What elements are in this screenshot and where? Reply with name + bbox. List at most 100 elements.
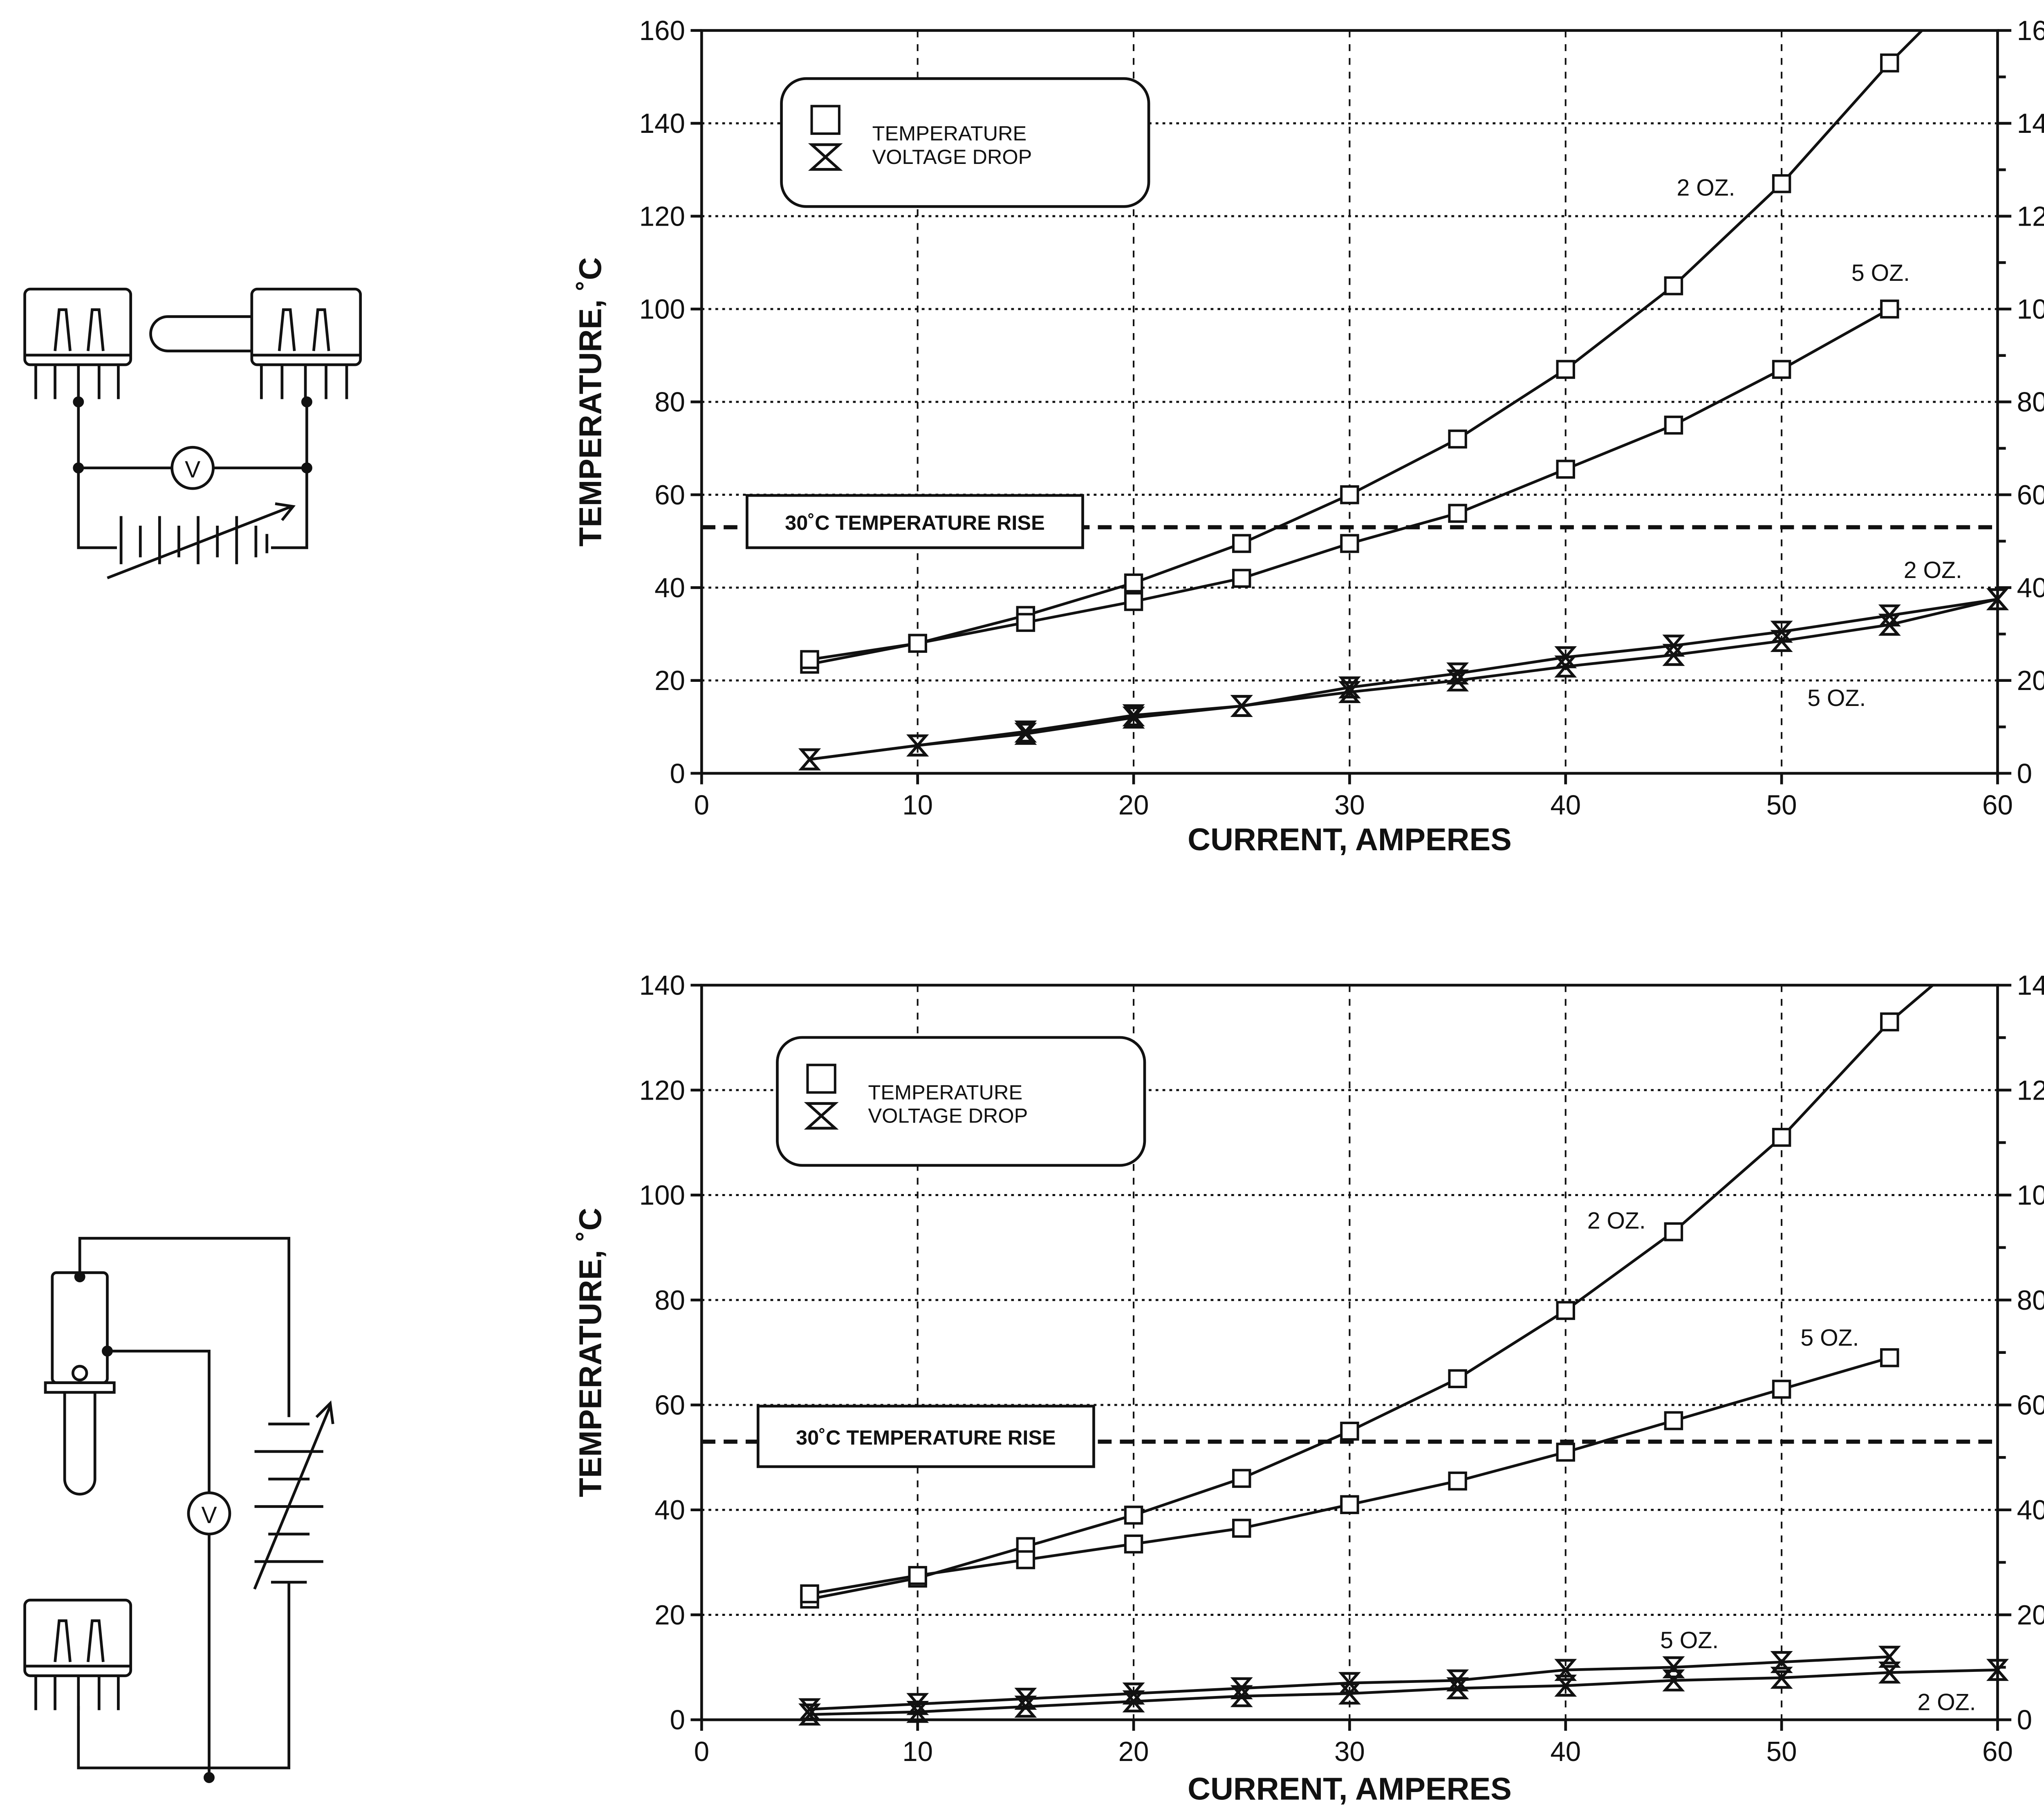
voltage-drop-point: [1986, 588, 2009, 610]
connector-right: [250, 287, 362, 366]
connector-left: [23, 287, 132, 366]
circuit-diagram-top: [23, 287, 362, 580]
x-tick-label: 60: [1982, 790, 2013, 821]
temperature-point: [1340, 1495, 1359, 1515]
x-tick-label: 30: [1334, 790, 1365, 821]
variable-arrow-icon: [253, 1400, 334, 1590]
voltage-drop-point: [798, 748, 821, 771]
temperature-point: [1772, 1128, 1791, 1147]
legend-label: TEMPERATURE: [872, 122, 1027, 145]
legend-label: VOLTAGE DROP: [872, 145, 1032, 168]
y-tick-label: 0: [670, 1705, 685, 1736]
y-tick-label: 140: [639, 108, 685, 139]
y2-tick-label: 0: [2017, 758, 2032, 789]
voltage-drop-point: [1662, 644, 1685, 666]
voltage-drop-point: [1446, 1677, 1469, 1700]
y-tick-label: 40: [654, 1495, 685, 1526]
y2-tick-label: 100: [2017, 1180, 2044, 1211]
voltage-drop-point: [1878, 614, 1901, 636]
y-tick-label: 20: [654, 665, 685, 696]
series-label: 2 OZ.: [1904, 557, 1962, 583]
y-tick-label: 120: [639, 201, 685, 232]
voltmeter-icon: [187, 1491, 231, 1536]
temperature-point: [1880, 1348, 1899, 1367]
y-tick-label: 60: [654, 1390, 685, 1421]
temperature-point: [1664, 415, 1683, 435]
x-tick-label: 30: [1334, 1736, 1365, 1767]
y2-tick-label: 60: [2017, 1390, 2044, 1421]
legend-square-marker: [806, 1064, 836, 1094]
connector-tube: [63, 1392, 96, 1496]
legend-hourglass-marker: [808, 143, 843, 171]
temperature-point: [1232, 1519, 1251, 1538]
voltmeter-icon: [170, 446, 215, 490]
y2-tick-label: 100: [2017, 294, 2044, 325]
y-tick-label: 120: [639, 1075, 685, 1106]
temperature-point: [1232, 534, 1251, 553]
voltage-drop-point: [1770, 630, 1793, 652]
series-label: 5 OZ.: [1660, 1627, 1719, 1653]
y2-tick-label: 20: [2017, 665, 2044, 696]
y-tick-label: 20: [654, 1600, 685, 1631]
y2-tick-label: 80: [2017, 387, 2044, 418]
connector-tube: [149, 315, 252, 353]
series-line-temperature: [809, 984, 1934, 1601]
legend-label: TEMPERATURE: [868, 1080, 1023, 1104]
voltmeter-label: V: [185, 457, 200, 483]
x-tick-label: 40: [1550, 790, 1581, 821]
series-line-temperature: [809, 1356, 1890, 1595]
y2-tick-label: 140: [2017, 108, 2044, 139]
threshold-label: 30˚C TEMPERATURE RISE: [785, 511, 1045, 534]
voltage-drop-point: [1986, 1659, 2009, 1681]
temperature-point: [908, 1566, 927, 1585]
x-axis-title: CURRENT, AMPERES: [1188, 1771, 1512, 1806]
y2-tick-label: 120: [2017, 201, 2044, 232]
y-tick-label: 0: [670, 758, 685, 789]
legend-box: [780, 77, 1150, 208]
x-tick-label: 10: [902, 1736, 933, 1767]
voltage-drop-point: [798, 1703, 821, 1726]
temperature-point: [1124, 573, 1143, 593]
y-axis-title: TEMPERATURE, ˚C: [573, 257, 608, 547]
temperature-point: [1448, 429, 1467, 449]
temperature-point: [1124, 1506, 1143, 1525]
temperature-point: [1124, 1534, 1143, 1554]
voltage-drop-point: [1554, 1659, 1577, 1681]
y-tick-label: 100: [639, 294, 685, 325]
y2-tick-label: 0: [2017, 1705, 2032, 1736]
temperature-point: [1340, 1421, 1359, 1441]
series-line-voltage: [809, 598, 1998, 761]
series-label: 5 OZ.: [1851, 260, 1910, 286]
temperature-point: [1556, 1443, 1575, 1462]
y-tick-label: 160: [639, 16, 685, 46]
temperature-point: [1232, 569, 1251, 588]
voltage-drop-point: [1014, 723, 1037, 745]
series-label: 2 OZ.: [1587, 1208, 1646, 1234]
legend-box: [776, 1036, 1146, 1167]
temperature-point: [1556, 1301, 1575, 1320]
y-tick-label: 60: [654, 480, 685, 511]
x-tick-label: 50: [1766, 790, 1797, 821]
voltage-drop-point: [1554, 655, 1577, 678]
y2-tick-label: 40: [2017, 573, 2044, 603]
y-tick-label: 140: [639, 970, 685, 1001]
legend-square-marker: [810, 105, 840, 135]
temperature-point: [800, 1584, 819, 1604]
legend-label: VOLTAGE DROP: [868, 1104, 1028, 1127]
chart-bottom: 0102030405060002020404060608080100100120…: [573, 970, 2044, 1807]
y-tick-label: 80: [654, 1285, 685, 1316]
temperature-point: [1016, 1550, 1035, 1569]
voltage-drop-point: [1230, 1685, 1253, 1707]
y2-tick-label: 160: [2017, 16, 2044, 46]
y-axis-title: TEMPERATURE, ˚C: [573, 1208, 608, 1497]
voltage-drop-point: [906, 734, 929, 757]
temperature-point: [1124, 592, 1143, 611]
voltage-drop-point: [1878, 1661, 1901, 1684]
temperature-point: [1664, 276, 1683, 296]
voltage-drop-point: [1230, 695, 1253, 717]
y2-tick-label: 20: [2017, 1600, 2044, 1631]
temperature-point: [1880, 299, 1899, 319]
temperature-point: [1448, 1471, 1467, 1491]
threshold-label-box: [746, 494, 1084, 549]
